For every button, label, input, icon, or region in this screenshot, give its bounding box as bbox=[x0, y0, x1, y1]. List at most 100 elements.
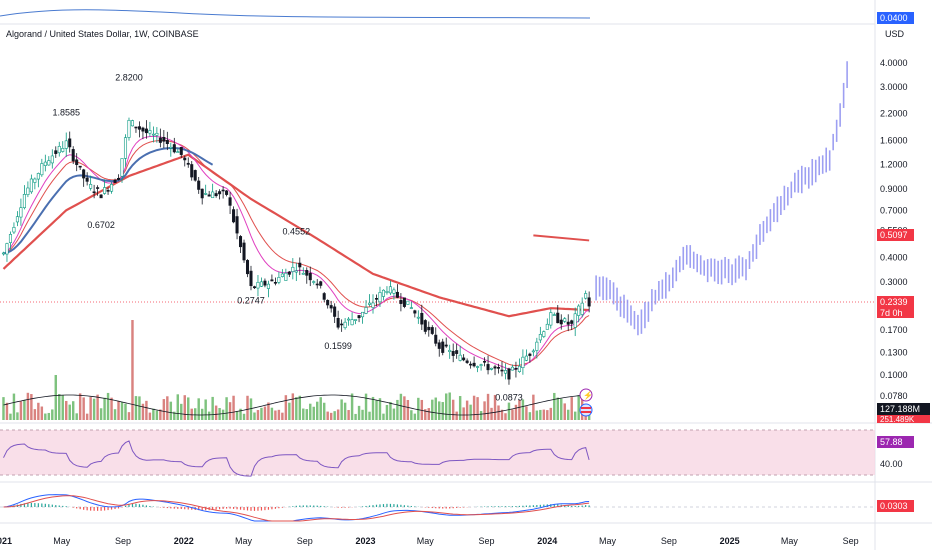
volume-bar bbox=[85, 413, 89, 420]
candle-body bbox=[130, 120, 134, 127]
macd-histogram-bar bbox=[124, 505, 127, 507]
volume-bar bbox=[490, 407, 493, 420]
candle-body bbox=[179, 147, 183, 155]
time-tick-label: Sep bbox=[479, 536, 495, 546]
volume-bar bbox=[392, 408, 396, 420]
badge-rsi bbox=[877, 436, 914, 448]
candle-body bbox=[566, 321, 570, 325]
macd-histogram-bar bbox=[379, 504, 381, 507]
candle-body bbox=[385, 290, 389, 293]
macd-histogram-bar bbox=[62, 505, 64, 507]
candle-body bbox=[441, 341, 445, 353]
volume-bar bbox=[312, 406, 315, 420]
flag-icon[interactable] bbox=[579, 403, 593, 417]
macd-histogram-bar bbox=[65, 506, 67, 507]
volume-bar bbox=[44, 413, 47, 420]
candle-body bbox=[531, 350, 535, 353]
badge-top-indicator bbox=[877, 12, 914, 24]
macd-histogram-bar bbox=[37, 503, 39, 507]
macd-histogram-bar bbox=[316, 505, 318, 507]
candle-body bbox=[277, 277, 281, 283]
candle-body bbox=[120, 158, 124, 177]
volume-bar bbox=[441, 402, 444, 420]
candle-body bbox=[336, 317, 340, 328]
candle-body bbox=[106, 190, 110, 192]
macd-histogram-bar bbox=[553, 504, 555, 507]
macd-histogram-bar bbox=[201, 507, 203, 511]
volume-bar bbox=[472, 395, 476, 420]
volume-bar bbox=[455, 411, 458, 420]
volume-bar bbox=[291, 393, 295, 420]
volume-bar bbox=[340, 399, 343, 420]
macd-histogram-bar bbox=[323, 506, 325, 507]
macd-histogram-bar bbox=[90, 507, 92, 511]
macd-histogram-bar bbox=[107, 507, 109, 511]
volume-bar bbox=[458, 396, 462, 420]
volume-bar bbox=[9, 413, 12, 420]
volume-bar bbox=[2, 397, 5, 420]
volume-bar bbox=[274, 410, 277, 420]
time-tick-label: 2023 bbox=[356, 536, 376, 546]
currency-button-bg[interactable] bbox=[878, 26, 930, 41]
candle-body bbox=[420, 312, 424, 325]
macd-histogram-bar bbox=[403, 505, 405, 507]
candle-body bbox=[430, 327, 434, 334]
time-tick-label: Sep bbox=[115, 536, 131, 546]
macd-histogram-bar bbox=[539, 504, 541, 507]
volume-bar bbox=[89, 397, 92, 420]
volume-bar bbox=[406, 399, 410, 420]
macd-histogram-bar bbox=[414, 506, 416, 507]
volume-bar bbox=[462, 407, 465, 420]
volume-bar bbox=[33, 409, 37, 420]
badge-projection-text: 0.5097 bbox=[880, 230, 908, 240]
macd-histogram-bar bbox=[490, 506, 493, 507]
price-tick-label: 1.2000 bbox=[880, 160, 908, 170]
currency-label[interactable]: USD bbox=[885, 29, 905, 39]
volume-bar bbox=[197, 398, 200, 420]
candle-body bbox=[242, 242, 246, 261]
volume-bar bbox=[288, 402, 291, 420]
macd-histogram-bar bbox=[264, 507, 266, 511]
time-tick-label: Sep bbox=[843, 536, 859, 546]
volume-bar bbox=[5, 402, 9, 420]
macd-histogram-bar bbox=[79, 507, 81, 510]
macd-histogram-bar bbox=[428, 507, 430, 508]
candle-body bbox=[8, 234, 12, 243]
candle-body bbox=[469, 363, 473, 366]
forecast-candles bbox=[595, 61, 848, 336]
time-tick-label: May bbox=[781, 536, 799, 546]
macd-histogram-bar bbox=[501, 506, 503, 507]
volume-bar bbox=[567, 409, 570, 420]
macd-histogram-bar bbox=[239, 507, 242, 510]
volume-bar bbox=[211, 396, 214, 420]
time-tick-label: 2024 bbox=[537, 536, 557, 546]
volume-bar bbox=[82, 397, 85, 420]
macd-histogram-bar bbox=[20, 503, 22, 507]
macd-histogram-bar bbox=[97, 507, 99, 511]
volume-bar bbox=[525, 406, 528, 420]
candle-body bbox=[500, 369, 504, 372]
volume-bar bbox=[96, 394, 99, 420]
candle-body bbox=[437, 342, 441, 349]
macd-histogram-bar bbox=[58, 505, 60, 507]
time-axis: 2021 May Sep 2022 May Sep 2023 May Sep 2024 May Sep… bbox=[0, 536, 859, 546]
macd-histogram-bar bbox=[365, 505, 367, 507]
badge-projection bbox=[877, 229, 914, 241]
candle-body bbox=[75, 159, 79, 165]
candle-body bbox=[47, 160, 51, 166]
macd-histogram-bar bbox=[361, 506, 364, 507]
candle-body bbox=[169, 146, 173, 149]
candle-body bbox=[524, 355, 528, 361]
volume-bar bbox=[263, 406, 267, 420]
candle-body bbox=[256, 282, 260, 289]
badge-last-price bbox=[877, 296, 914, 318]
volume-bar bbox=[368, 411, 371, 420]
lightning-icon[interactable] bbox=[579, 388, 593, 402]
price-tick-label: 0.1700 bbox=[880, 325, 908, 335]
macd-histogram-bar bbox=[135, 503, 137, 507]
volume-bar bbox=[465, 400, 469, 420]
candle-body bbox=[580, 302, 584, 315]
macd-lines bbox=[3, 494, 590, 522]
